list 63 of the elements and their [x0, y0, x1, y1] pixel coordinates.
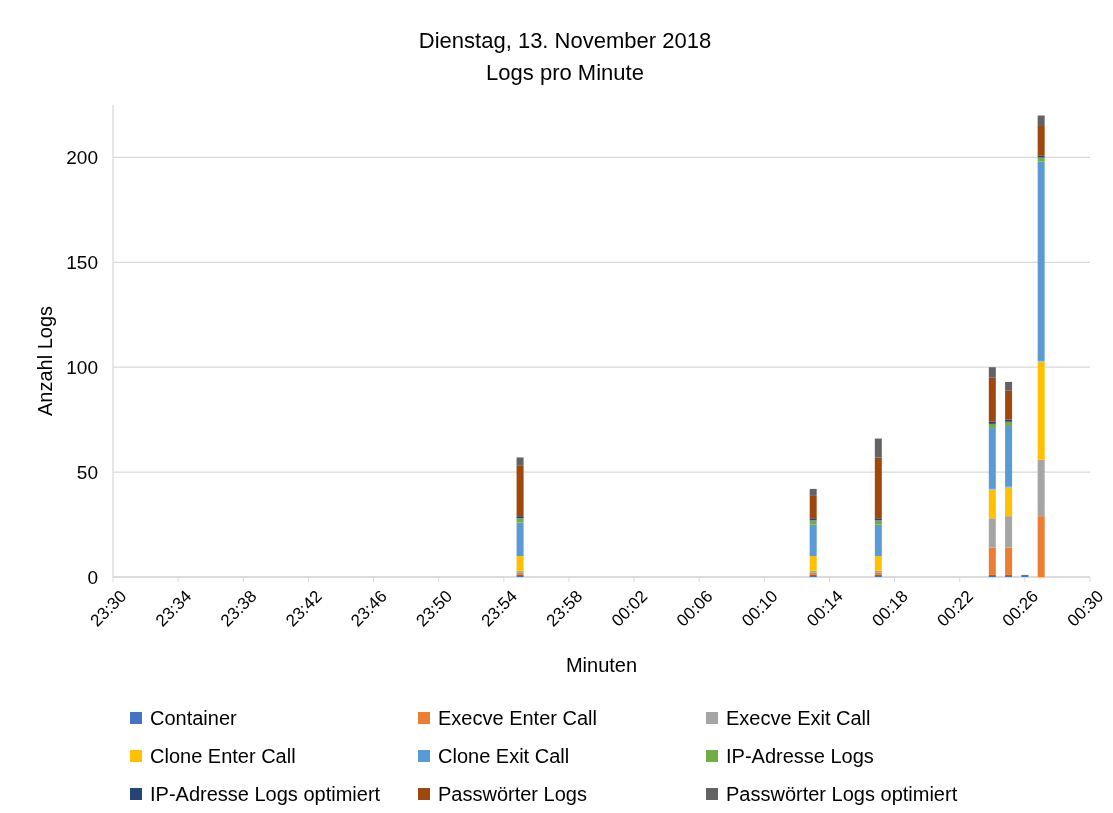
- legend-label: Passwörter Logs: [438, 783, 587, 805]
- bar: [988, 428, 996, 489]
- bar: [874, 556, 882, 571]
- legend-label: IP-Adresse Logs optimiert: [150, 783, 381, 805]
- chart-subtitle: Logs pro Minute: [486, 60, 644, 85]
- bar: [516, 516, 524, 519]
- y-tick-label: 150: [66, 252, 98, 274]
- bar: [874, 438, 882, 458]
- bar: [988, 547, 996, 575]
- legend-label: Execve Enter Call: [438, 707, 597, 729]
- chart-title: Dienstag, 13. November 2018: [418, 28, 712, 53]
- bar: [1037, 125, 1045, 156]
- legend-label: Passwörter Logs optimiert: [726, 783, 958, 805]
- legend-label: Execve Exit Call: [726, 707, 871, 729]
- x-axis-title: Minuten: [565, 654, 638, 676]
- bar: [1005, 425, 1013, 487]
- bar: [516, 457, 524, 466]
- y-tick-label: 0: [87, 567, 98, 588]
- bar: [1037, 115, 1045, 126]
- legend-label: Clone Exit Call: [438, 745, 570, 767]
- bar: [1037, 157, 1045, 162]
- bar: [988, 423, 996, 429]
- bar: [988, 574, 996, 577]
- bar: [988, 377, 996, 422]
- bar: [988, 488, 996, 519]
- bar: [874, 524, 882, 557]
- bar: [516, 522, 524, 557]
- bar: [874, 520, 882, 525]
- bar: [988, 367, 996, 378]
- bar: [809, 556, 817, 571]
- bar: [1005, 421, 1013, 426]
- legend-label: IP-Adresse Logs: [726, 745, 874, 767]
- bar: [1005, 381, 1013, 391]
- y-tick-label: 200: [66, 147, 98, 169]
- y-tick-label: 100: [66, 357, 98, 379]
- bar: [1005, 419, 1013, 422]
- bar: [1037, 155, 1045, 158]
- legend-label: Container: [150, 707, 238, 729]
- bar: [1005, 574, 1013, 577]
- bar: [809, 518, 817, 521]
- bar: [874, 518, 882, 521]
- bar: [874, 457, 882, 519]
- bar: [809, 524, 817, 557]
- bar: [1037, 459, 1045, 517]
- bar: [1005, 486, 1013, 517]
- bar: [1037, 360, 1045, 460]
- bar: [809, 520, 817, 525]
- y-axis-title: Anzahl Logs: [34, 305, 56, 417]
- bar: [1005, 516, 1013, 548]
- bar: [1021, 574, 1029, 577]
- bar: [516, 518, 524, 523]
- bar: [1005, 390, 1013, 420]
- bar: [809, 495, 817, 519]
- bar: [1005, 547, 1013, 575]
- bar: [1037, 161, 1045, 361]
- bar: [516, 465, 524, 517]
- bar: [988, 421, 996, 424]
- bar: [516, 556, 524, 571]
- bar: [809, 488, 817, 496]
- bar: [1037, 516, 1045, 577]
- legend-label: Clone Enter Call: [150, 745, 296, 767]
- bar: [988, 518, 996, 548]
- y-tick-label: 50: [76, 462, 98, 484]
